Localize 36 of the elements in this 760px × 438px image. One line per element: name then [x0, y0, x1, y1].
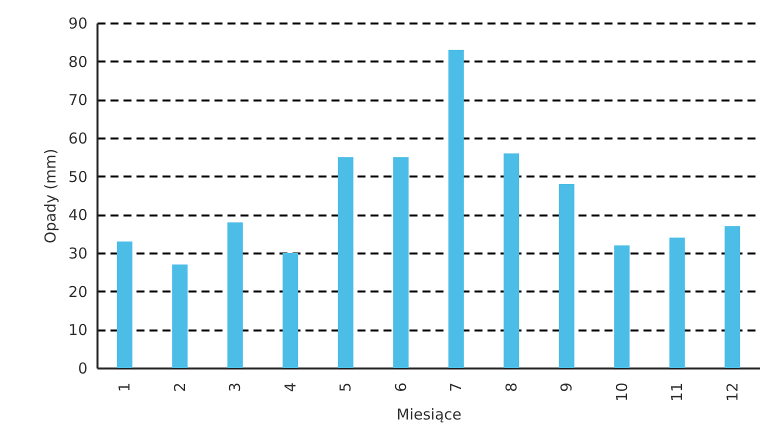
x-tick-label: 10	[612, 382, 631, 402]
x-tick-label: 4	[281, 382, 300, 392]
y-tick-label: 40	[68, 206, 88, 224]
bar	[116, 242, 132, 368]
y-tick-label: 0	[78, 360, 88, 378]
x-tick-label: 3	[226, 382, 244, 392]
x-tick-label: 2	[170, 382, 189, 392]
x-tick-label: 7	[447, 382, 466, 392]
bar	[282, 253, 298, 368]
bar	[614, 245, 630, 368]
bar	[393, 157, 409, 368]
x-tick-label: 11	[668, 382, 686, 402]
bar	[504, 153, 520, 368]
x-axis-title: Miesiące	[396, 406, 462, 424]
x-tick-label: 1	[116, 382, 134, 392]
y-tick-label: 70	[68, 91, 88, 110]
y-tick-label: 10	[68, 321, 88, 340]
y-tick-label: 90	[68, 14, 88, 32]
bar	[558, 184, 574, 368]
bar	[172, 264, 188, 368]
x-tick-label: 8	[502, 382, 520, 392]
bar	[338, 157, 354, 368]
y-tick-label: 20	[68, 282, 88, 301]
y-tick-label: 80	[68, 52, 88, 71]
bar	[448, 50, 464, 368]
x-tick-label: 12	[723, 382, 742, 402]
bar	[669, 238, 685, 368]
bar	[724, 226, 740, 368]
x-tick-label: 9	[558, 382, 576, 392]
y-axis-title: Opady (mm)	[41, 148, 60, 244]
y-tick-label: 60	[68, 130, 88, 148]
y-tick-label: 50	[68, 168, 88, 186]
bar	[227, 222, 243, 368]
x-tick-label: 5	[336, 382, 355, 392]
x-tick-label: 6	[392, 382, 410, 392]
y-tick-label: 30	[68, 244, 88, 262]
